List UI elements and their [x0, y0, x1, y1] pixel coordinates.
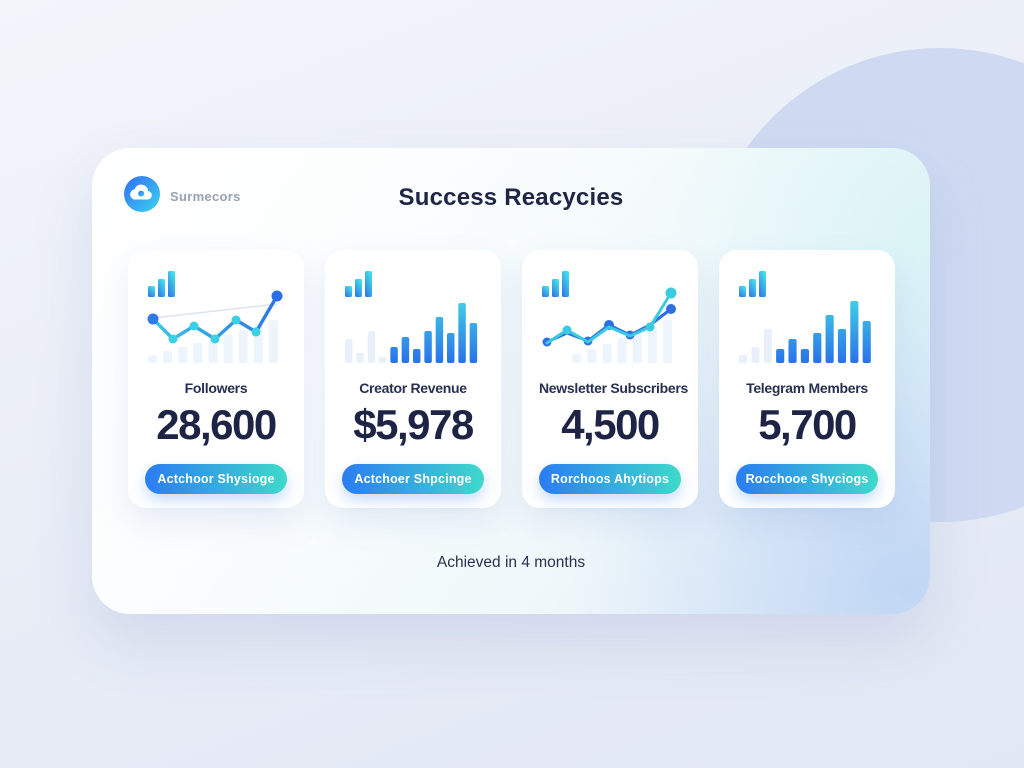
- stat-card-newsletter-subscribers: Newsletter Subscribers 4,500 Rorchoos Ah…: [522, 250, 698, 508]
- newsletter-subscribers-sparkline: [539, 281, 679, 370]
- telegram-members-chart: [736, 264, 878, 370]
- logo-text: Surmecors: [170, 189, 241, 204]
- mini-bar-chart-icon: [345, 270, 375, 302]
- creator-revenue-chart: [342, 264, 484, 370]
- card-label: Creator Revenue: [359, 380, 467, 396]
- footer-text: Achieved in 4 months: [436, 554, 586, 571]
- stats-card-grid: Followers 28,600 Actchoor Shysioge Crea: [128, 250, 895, 508]
- page-title: Success Reacycies: [398, 184, 624, 211]
- card-action-button[interactable]: Actchoor Shysioge: [145, 464, 287, 494]
- telegram-members-bars: [736, 281, 876, 370]
- card-action-button[interactable]: Rorchoos Ahytiops: [539, 464, 681, 494]
- creator-revenue-bars: [342, 281, 482, 370]
- main-panel: Surmecors Success Reacycies Followers: [92, 148, 930, 614]
- logo: Surmecors: [124, 176, 241, 217]
- header: Surmecors Success Reacycies: [124, 176, 898, 218]
- mini-bar-chart-icon: [739, 270, 769, 302]
- stat-card-telegram-members: Telegram Members 5,700 Rocchooe Shyciogs: [719, 250, 895, 508]
- card-value: $5,978: [353, 401, 474, 448]
- card-label: Newsletter Subscribers: [539, 380, 689, 396]
- card-label: Followers: [184, 380, 248, 396]
- card-action-button[interactable]: Actchoer Shpcinge: [342, 464, 484, 494]
- followers-sparkline: [145, 281, 285, 370]
- followers-chart: [145, 264, 287, 370]
- mini-bar-chart-icon: [148, 270, 178, 302]
- card-action-button[interactable]: Rocchooe Shyciogs: [736, 464, 878, 494]
- card-label: Telegram Members: [746, 380, 868, 396]
- stat-card-followers: Followers 28,600 Actchoor Shysioge: [128, 250, 304, 508]
- newsletter-subscribers-chart: [539, 264, 681, 370]
- card-value: 4,500: [561, 401, 660, 448]
- stat-card-creator-revenue: Creator Revenue $5,978 Actchoer Shpcinge: [325, 250, 501, 508]
- card-value: 28,600: [156, 401, 277, 448]
- logo-cloud-icon: [124, 176, 160, 217]
- mini-bar-chart-icon: [542, 270, 572, 302]
- card-value: 5,700: [758, 401, 857, 448]
